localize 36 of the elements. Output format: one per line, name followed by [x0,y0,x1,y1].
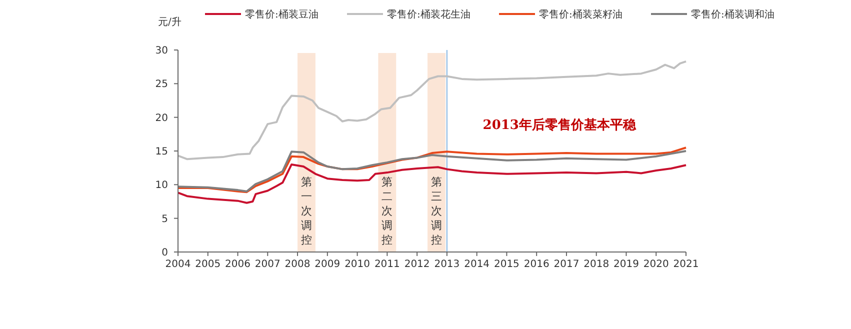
x-tick-label: 2010 [344,259,370,270]
x-tick-label: 2014 [464,259,490,270]
x-tick-label: 2011 [374,259,400,270]
x-tick-label: 2008 [284,259,310,270]
x-tick-label: 2020 [643,259,669,270]
band-label: 第三次调控 [430,175,442,246]
x-tick-label: 2015 [494,259,520,270]
x-tick-label: 2004 [165,259,191,270]
x-tick-label: 2013 [434,259,460,270]
x-tick-label: 2016 [524,259,550,270]
y-tick-label: 25 [155,79,168,90]
band-label: 第二次调控 [382,175,393,246]
y-axis-title: 元/升 [158,16,182,28]
legend-label: 零售价:桶装花生油 [387,8,470,20]
annotation: 2013年后零售价基本平稳 [482,116,637,133]
line-series [177,163,687,204]
x-tick-label: 2012 [404,259,430,270]
y-tick-label: 0 [162,248,168,258]
x-tick-label: 2017 [554,259,580,270]
legend-label: 零售价:桶装调和油 [691,8,774,20]
y-tick-label: 30 [155,46,168,56]
legend-label: 零售价:桶装菜籽油 [539,8,622,20]
x-tick-label: 2018 [584,259,610,270]
y-tick-label: 5 [162,214,168,225]
band-label: 第一次调控 [300,175,312,246]
x-tick-label: 2005 [195,259,221,270]
x-tick-label: 2021 [673,259,699,270]
y-tick-label: 10 [155,180,168,192]
y-tick-label: 20 [155,112,168,124]
legend-label: 零售价:桶装豆油 [245,8,318,20]
x-tick-label: 2007 [254,259,280,270]
line-series [177,60,687,160]
x-tick-label: 2019 [614,259,639,270]
y-tick-label: 15 [155,146,168,158]
x-tick-label: 2009 [314,259,340,270]
x-tick-label: 2006 [225,259,250,270]
